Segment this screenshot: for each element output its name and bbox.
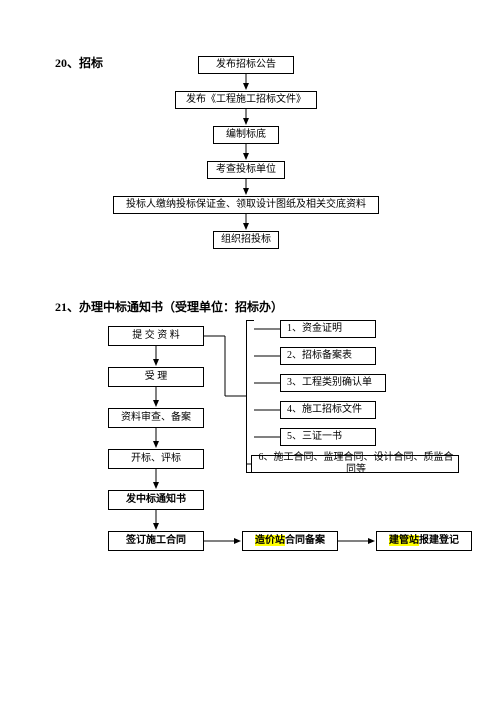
- f20-n6: 组织招投标: [213, 231, 279, 249]
- f20-n5: 投标人缴纳投标保证金、领取设计图纸及相关交底资料: [113, 196, 379, 214]
- f21-item-2: 2、招标备案表: [280, 347, 376, 365]
- f21-item-1: 1、资金证明: [280, 320, 376, 338]
- f20-n3: 编制标底: [213, 126, 279, 144]
- f20-n1: 发布招标公告: [198, 56, 294, 74]
- f20-n4: 考查投标单位: [207, 161, 285, 179]
- f21-b2-highlight: 建管站: [389, 535, 419, 546]
- f21-n6: 签订施工合同: [108, 531, 204, 551]
- f21-bottom-2: 建管站报建登记: [376, 531, 472, 551]
- f21-list-bracket: [246, 320, 254, 473]
- f20-n2: 发布《工程施工招标文件》: [175, 91, 317, 109]
- f21-item-4: 4、施工招标文件: [280, 401, 376, 419]
- f21-b1-rest: 合同备案: [285, 535, 325, 546]
- f21-item-6: 6、施工合同、监理合同、设计合同、质监合同等: [251, 455, 459, 473]
- f21-n5: 发中标通知书: [108, 490, 204, 510]
- f21-item-3: 3、工程类别确认单: [280, 374, 386, 392]
- f21-bottom-1: 造价站合同备案: [242, 531, 338, 551]
- f21-n4: 开标、评标: [108, 449, 204, 469]
- f21-b2-rest: 报建登记: [419, 535, 459, 546]
- f21-n3: 资料审查、备案: [108, 408, 204, 428]
- heading-21: 21、办理中标通知书（受理单位：招标办）: [55, 298, 283, 315]
- heading-20: 20、招标: [55, 54, 103, 71]
- f21-item-5: 5、三证一书: [280, 428, 376, 446]
- f21-n1: 提 交 资 料: [108, 326, 204, 346]
- f21-n2: 受 理: [108, 367, 204, 387]
- f21-b1-highlight: 造价站: [255, 535, 285, 546]
